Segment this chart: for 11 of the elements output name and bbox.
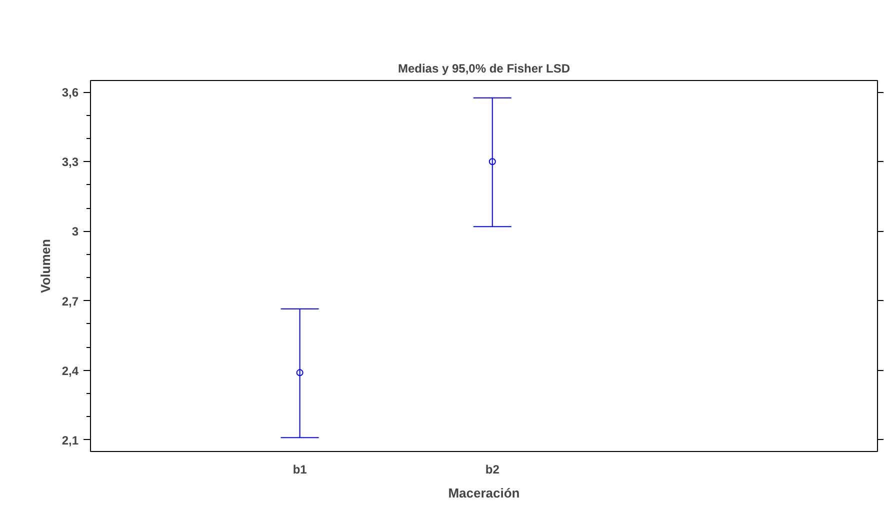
y-tick-label: 2,4 [62, 364, 79, 378]
y-tick-label: 3,3 [62, 155, 79, 170]
y-tick-label: 2,7 [62, 294, 79, 308]
y-tick-label: 2,1 [62, 433, 79, 448]
x-tick-label: b1 [292, 462, 308, 476]
chart-title: Medias y 95,0% de Fisher LSD [398, 62, 570, 76]
y-axis-title: Volumen [38, 238, 53, 293]
x-axis-title: Maceración [448, 486, 520, 500]
y-tick-label: 3 [72, 224, 79, 239]
y-tick-label: 3,6 [62, 86, 79, 100]
x-tick-label: b2 [485, 462, 500, 476]
